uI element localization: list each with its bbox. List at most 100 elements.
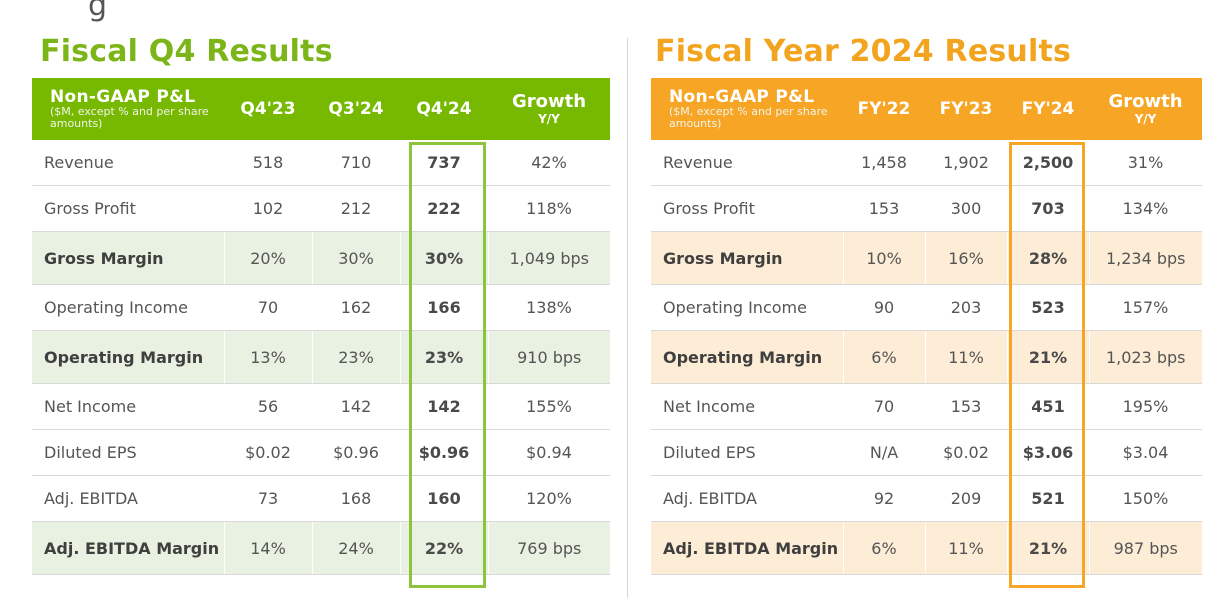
table-row: Net Income 70 153 451 195% bbox=[651, 383, 1202, 430]
row-label: Operating Margin bbox=[651, 330, 844, 384]
metric-column-header: Non-GAAP P&L ($M, except % and per share… bbox=[32, 78, 224, 140]
growth-cell: 120% bbox=[488, 475, 610, 522]
growth-cell: 42% bbox=[488, 140, 610, 186]
metric-header-subtitle: ($M, except % and per share amounts) bbox=[669, 105, 828, 130]
row-label: Operating Income bbox=[32, 284, 224, 331]
metric-header-title: Non-GAAP P&L bbox=[669, 87, 815, 107]
table-cell: 13% bbox=[224, 330, 313, 384]
table-row: Diluted EPS N/A $0.02 $3.06 $3.04 bbox=[651, 429, 1202, 476]
table-cell: 102 bbox=[224, 185, 312, 232]
table-row-shaded: Gross Margin 20% 30% 30% 1,049 bps bbox=[32, 231, 610, 285]
metric-header-title: Non-GAAP P&L bbox=[50, 87, 196, 107]
table-cell: 212 bbox=[312, 185, 400, 232]
table-row: Gross Profit 153 300 703 134% bbox=[651, 185, 1202, 232]
row-label: Adj. EBITDA Margin bbox=[651, 521, 844, 575]
highlighted-cell: 30% bbox=[400, 231, 489, 285]
cropped-heading-fragment: g bbox=[88, 0, 108, 23]
highlighted-cell: 28% bbox=[1007, 231, 1090, 285]
row-label: Gross Profit bbox=[32, 185, 224, 232]
row-label: Diluted EPS bbox=[651, 429, 843, 476]
table-cell: 209 bbox=[925, 475, 1007, 522]
fy-results-table: Non-GAAP P&L ($M, except % and per share… bbox=[651, 78, 1202, 575]
highlighted-cell: 222 bbox=[400, 185, 488, 232]
table-row: Revenue 518 710 737 42% bbox=[32, 140, 610, 186]
table-cell: 300 bbox=[925, 185, 1007, 232]
table-cell: 518 bbox=[224, 140, 312, 186]
highlighted-cell: 521 bbox=[1007, 475, 1089, 522]
table-cell: 11% bbox=[925, 330, 1008, 384]
row-label: Net Income bbox=[651, 383, 843, 430]
table-cell: 11% bbox=[925, 521, 1008, 575]
table-cell: 16% bbox=[925, 231, 1008, 285]
table-cell: 162 bbox=[312, 284, 400, 331]
growth-cell: 1,023 bps bbox=[1089, 330, 1202, 384]
row-label: Adj. EBITDA Margin bbox=[32, 521, 225, 575]
growth-cell: 134% bbox=[1089, 185, 1202, 232]
table-cell: 168 bbox=[312, 475, 400, 522]
metric-column-header: Non-GAAP P&L ($M, except % and per share… bbox=[651, 78, 843, 140]
row-label: Operating Margin bbox=[32, 330, 225, 384]
table-cell: 10% bbox=[843, 231, 926, 285]
table-cell: 142 bbox=[312, 383, 400, 430]
table-cell: 56 bbox=[224, 383, 312, 430]
growth-cell: 31% bbox=[1089, 140, 1202, 186]
growth-header-subtitle: Y/Y bbox=[538, 112, 560, 126]
highlighted-cell: 523 bbox=[1007, 284, 1089, 331]
growth-cell: 118% bbox=[488, 185, 610, 232]
table-row: Adj. EBITDA 73 168 160 120% bbox=[32, 475, 610, 522]
table-cell: 70 bbox=[224, 284, 312, 331]
growth-cell: 987 bps bbox=[1089, 521, 1202, 575]
highlighted-cell: 22% bbox=[400, 521, 489, 575]
table-cell: $0.96 bbox=[312, 429, 400, 476]
row-label: Gross Margin bbox=[32, 231, 225, 285]
table-cell: 20% bbox=[224, 231, 313, 285]
table-row: Revenue 1,458 1,902 2,500 31% bbox=[651, 140, 1202, 186]
growth-cell: $3.04 bbox=[1089, 429, 1202, 476]
table-cell: 6% bbox=[843, 330, 926, 384]
section-divider bbox=[627, 38, 628, 598]
table-row-shaded: Operating Margin 6% 11% 21% 1,023 bps bbox=[651, 330, 1202, 384]
table-cell: $0.02 bbox=[224, 429, 312, 476]
table-cell: N/A bbox=[843, 429, 925, 476]
growth-cell: 150% bbox=[1089, 475, 1202, 522]
highlighted-cell: 737 bbox=[400, 140, 488, 186]
column-header: Q3'24 bbox=[312, 78, 400, 140]
row-label: Adj. EBITDA bbox=[651, 475, 843, 522]
table-cell: 153 bbox=[843, 185, 925, 232]
row-label: Gross Margin bbox=[651, 231, 844, 285]
column-header: Q4'23 bbox=[224, 78, 312, 140]
q4-section-title: Fiscal Q4 Results bbox=[40, 34, 333, 69]
table-row-shaded: Adj. EBITDA Margin 6% 11% 21% 987 bps bbox=[651, 521, 1202, 575]
table-cell: 1,902 bbox=[925, 140, 1007, 186]
highlighted-cell: 23% bbox=[400, 330, 489, 384]
q4-results-table: Non-GAAP P&L ($M, except % and per share… bbox=[32, 78, 610, 575]
table-cell: $0.02 bbox=[925, 429, 1007, 476]
table-row: Operating Income 70 162 166 138% bbox=[32, 284, 610, 331]
column-header: FY'22 bbox=[843, 78, 925, 140]
highlighted-cell: 142 bbox=[400, 383, 488, 430]
row-label: Net Income bbox=[32, 383, 224, 430]
fy-section-title: Fiscal Year 2024 Results bbox=[655, 34, 1072, 69]
growth-header-title: Growth bbox=[1108, 91, 1183, 112]
table-row-shaded: Gross Margin 10% 16% 28% 1,234 bps bbox=[651, 231, 1202, 285]
row-label: Operating Income bbox=[651, 284, 843, 331]
growth-column-header: Growth Y/Y bbox=[1089, 78, 1202, 140]
highlighted-cell: 160 bbox=[400, 475, 488, 522]
table-row: Gross Profit 102 212 222 118% bbox=[32, 185, 610, 232]
highlighted-cell: 703 bbox=[1007, 185, 1089, 232]
table-header-row: Non-GAAP P&L ($M, except % and per share… bbox=[651, 78, 1202, 140]
table-cell: 203 bbox=[925, 284, 1007, 331]
growth-cell: 138% bbox=[488, 284, 610, 331]
table-cell: 153 bbox=[925, 383, 1007, 430]
highlighted-cell: 2,500 bbox=[1007, 140, 1089, 186]
growth-cell: 769 bps bbox=[488, 521, 610, 575]
table-row-shaded: Adj. EBITDA Margin 14% 24% 22% 769 bps bbox=[32, 521, 610, 575]
table-cell: 24% bbox=[312, 521, 401, 575]
highlighted-cell: $3.06 bbox=[1007, 429, 1089, 476]
table-row: Operating Income 90 203 523 157% bbox=[651, 284, 1202, 331]
column-header: FY'23 bbox=[925, 78, 1007, 140]
highlighted-cell: 451 bbox=[1007, 383, 1089, 430]
growth-cell: 195% bbox=[1089, 383, 1202, 430]
growth-column-header: Growth Y/Y bbox=[488, 78, 610, 140]
table-cell: 73 bbox=[224, 475, 312, 522]
